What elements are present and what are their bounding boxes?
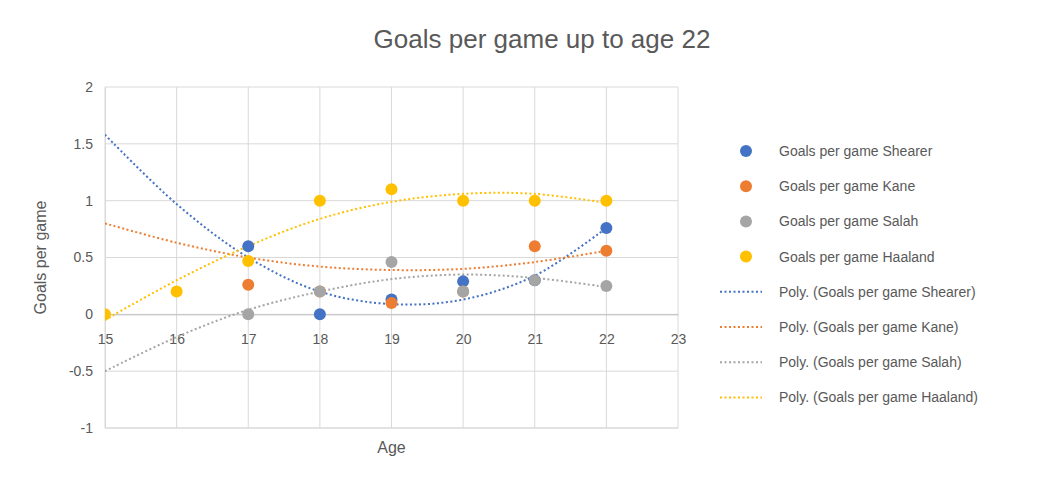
trend-line	[105, 193, 606, 320]
point	[529, 240, 541, 252]
point	[457, 286, 469, 298]
tick-label: 18	[313, 331, 329, 347]
point	[529, 274, 541, 286]
x-axis: 15 16 17 18 19 20 21 22 23	[98, 314, 687, 347]
tick-label: 0.5	[74, 249, 94, 265]
tick-label: 15	[98, 331, 114, 347]
grid-line	[105, 428, 678, 429]
point	[242, 308, 254, 320]
tick: 23	[671, 314, 687, 347]
tick: 1.5	[74, 136, 105, 152]
point	[457, 275, 469, 287]
tick-label: 1.5	[74, 136, 94, 152]
legend-label: Poly. (Goals per game Salah)	[779, 354, 962, 370]
grid-line	[678, 87, 679, 428]
point	[600, 280, 612, 292]
trend-line	[105, 275, 606, 372]
legend-symbol	[720, 326, 762, 328]
grid-line	[105, 87, 106, 428]
legend-symbol	[740, 215, 752, 227]
legend-symbol	[740, 251, 752, 263]
point	[386, 256, 398, 268]
point	[529, 195, 541, 207]
legend-label: Goals per game Salah	[779, 213, 918, 229]
grid	[105, 87, 678, 428]
tick: 19	[384, 314, 400, 347]
trend-line	[105, 223, 606, 270]
legend-label: Poly. (Goals per game Kane)	[779, 319, 959, 335]
tick: 2	[85, 79, 105, 95]
tick: 21	[527, 314, 543, 347]
point	[171, 286, 183, 298]
tick-label: -1	[81, 420, 94, 436]
tick-label: 17	[241, 331, 257, 347]
tick-label: 22	[599, 331, 615, 347]
legend-label: Goals per game Kane	[779, 178, 915, 194]
point	[105, 308, 111, 320]
point	[457, 286, 469, 298]
plot-area	[105, 135, 612, 371]
tick-label: 19	[384, 331, 400, 347]
point	[314, 286, 326, 298]
tick: 0	[85, 306, 105, 322]
chart: -1 -0.5 0 0.5 1 1.5 2 15 16 17 18 19 20 21 22 23 Goals p…	[0, 0, 1039, 484]
point	[600, 245, 612, 257]
legend-label: Goals per game Shearer	[779, 143, 933, 159]
legend-symbol	[740, 145, 752, 157]
point	[600, 222, 612, 234]
axis-line	[106, 314, 679, 315]
point	[242, 279, 254, 291]
tick: -1	[81, 420, 105, 436]
plot-frame	[105, 428, 678, 429]
tick: 22	[599, 314, 615, 347]
tick-label: 1	[85, 193, 93, 209]
point	[314, 308, 326, 320]
point	[386, 183, 398, 195]
point	[457, 195, 469, 207]
tick: 20	[456, 314, 472, 347]
tick: -0.5	[69, 363, 105, 379]
point	[314, 195, 326, 207]
point	[529, 274, 541, 286]
grid-line	[534, 87, 535, 428]
legend-label: Poly. (Goals per game Shearer)	[779, 284, 976, 300]
grid-line	[606, 87, 607, 428]
point	[242, 240, 254, 252]
title: Goals per game up to age 22	[374, 24, 711, 54]
tick-label: -0.5	[69, 363, 93, 379]
axis-line	[105, 88, 106, 429]
point	[600, 195, 612, 207]
y-axis: -1 -0.5 0 0.5 1 1.5 2	[69, 79, 106, 436]
tick-label: 23	[671, 331, 687, 347]
tick: 16	[169, 314, 185, 347]
legend-symbol	[720, 396, 762, 398]
tick: 1	[85, 193, 105, 209]
tick-label: 2	[85, 79, 93, 95]
x-axis-title: Age	[377, 439, 406, 456]
legend-symbol	[720, 361, 762, 363]
point	[386, 297, 398, 309]
grid-line	[176, 87, 177, 428]
grid-line	[463, 87, 464, 428]
grid-line	[319, 87, 320, 428]
legend: Goals per game Shearer Goals per game Kan…	[720, 143, 978, 405]
tick-label: 21	[527, 331, 543, 347]
legend-label: Poly. (Goals per game Haaland)	[779, 389, 978, 405]
legend-symbol	[740, 180, 752, 192]
legend-symbol	[720, 291, 762, 293]
tick-label: 20	[456, 331, 472, 347]
tick: 0.5	[74, 249, 105, 265]
tick-label: 0	[85, 306, 93, 322]
legend-label: Goals per game Haaland	[779, 249, 935, 265]
point	[314, 286, 326, 298]
point	[242, 255, 254, 267]
y-axis-title: Goals per game	[32, 200, 49, 314]
